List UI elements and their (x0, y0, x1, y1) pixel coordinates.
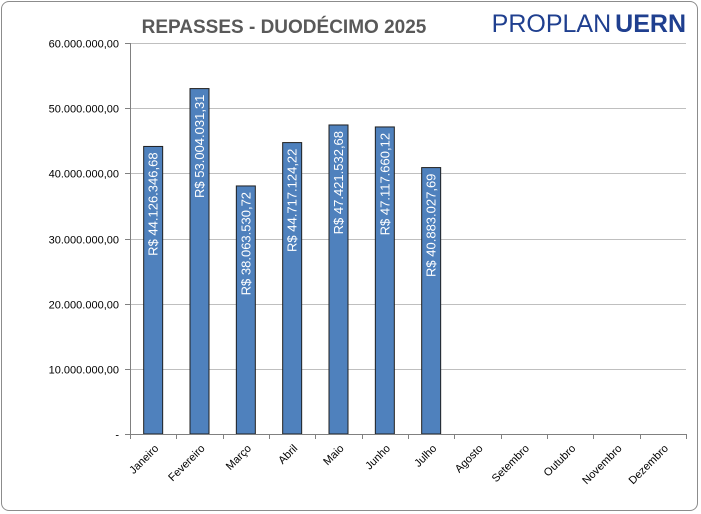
x-category-label: Novembro (580, 443, 624, 487)
x-category-label: Julho (412, 443, 439, 470)
data-labels: R$ 44.126.346,68 R$ 53.004.031,31 R$ 38.06… (146, 95, 439, 296)
bars (143, 88, 442, 435)
x-category-label: Agosto (453, 443, 486, 476)
data-label: R$ 38.063.530,72 (238, 192, 253, 295)
logo-uern: UERN (615, 10, 686, 38)
axes (130, 43, 687, 439)
x-category-label: Dezembro (627, 443, 671, 487)
data-label: R$ 40.883.027,69 (424, 174, 439, 277)
logo: PROPLAN UERN (492, 10, 686, 38)
x-category-label: Janeiro (127, 443, 161, 477)
logo-proplan: PROPLAN (492, 10, 611, 38)
x-category-label: Fevereiro (166, 443, 207, 484)
data-label: R$ 47.117.660,12 (377, 133, 392, 235)
y-tick-label: 40.000.000,00 (49, 169, 119, 181)
data-label: R$ 53.004.031,31 (192, 95, 207, 198)
x-category-label: Abril (276, 443, 300, 467)
y-tick-label: 60.000.000,00 (49, 39, 119, 51)
y-tick-label: 30.000.000,00 (49, 235, 119, 247)
chart-title: REPASSES - DUODÉCIMO 2025 (142, 16, 427, 38)
data-label: R$ 44.717.124,22 (285, 149, 300, 252)
x-category-label: Outubro (542, 443, 579, 480)
y-axis-ticks: - 10.000.000,00 20.000.000,00 30.000.000,00… (49, 39, 130, 442)
y-tick-label: 50.000.000,00 (49, 104, 119, 116)
y-tick-label: 20.000.000,00 (49, 300, 119, 312)
x-category-label: Março (224, 443, 254, 473)
data-label: R$ 44.126.346,68 (146, 152, 161, 255)
y-tick-label: - (115, 430, 119, 442)
x-axis-categories: Janeiro Fevereiro Março Abril Maio Junho Julho… (127, 443, 671, 487)
x-category-label: Junho (363, 443, 393, 473)
gridlines (130, 43, 686, 370)
x-category-label: Setembro (490, 443, 532, 485)
x-category-label: Maio (321, 443, 346, 468)
y-tick-label: 10.000.000,00 (49, 365, 119, 377)
data-label: R$ 47.421.532,68 (331, 131, 346, 234)
